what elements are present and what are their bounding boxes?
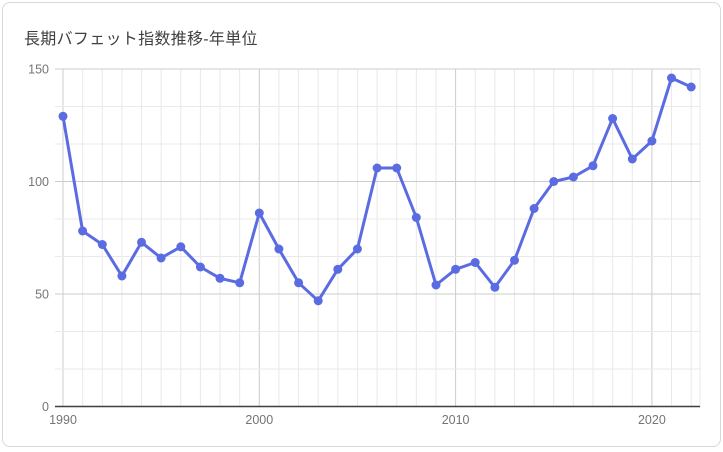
chart-card: 長期バフェット指数推移-年単位 0 50 100 150 1990 2000 2010 202… xyxy=(2,2,721,447)
data-point-1999 xyxy=(235,278,245,288)
x-tick-label-2020: 2020 xyxy=(638,413,666,427)
x-tick-label-1990: 1990 xyxy=(49,413,77,427)
data-point-1995 xyxy=(156,253,166,263)
data-point-2022 xyxy=(686,82,696,92)
y-tick-label-50: 50 xyxy=(35,288,49,302)
data-point-1994 xyxy=(137,237,146,247)
y-tick-label-150: 150 xyxy=(28,63,49,77)
data-point-2020 xyxy=(647,136,657,146)
data-point-2019 xyxy=(627,154,637,164)
data-point-2000 xyxy=(254,208,264,218)
data-point-2016 xyxy=(568,172,578,182)
data-point-2013 xyxy=(510,255,519,265)
data-point-2001 xyxy=(274,244,284,254)
chart-title: 長期バフェット指数推移-年単位 xyxy=(24,31,258,48)
data-point-2015 xyxy=(549,177,559,186)
data-point-1998 xyxy=(215,273,225,283)
data-point-2006 xyxy=(372,163,382,173)
data-point-2014 xyxy=(529,204,539,213)
data-point-2011 xyxy=(470,258,480,267)
data-point-1996 xyxy=(176,242,186,252)
x-tick-label-2010: 2010 xyxy=(442,413,470,427)
data-point-2018 xyxy=(608,114,618,123)
data-point-1997 xyxy=(195,262,205,272)
data-point-1992 xyxy=(97,240,107,249)
data-point-2005 xyxy=(352,244,362,254)
y-tick-label-0: 0 xyxy=(42,400,49,414)
data-point-2021 xyxy=(667,73,676,83)
data-point-2017 xyxy=(588,161,598,171)
data-point-2002 xyxy=(294,278,304,288)
y-tick-label-100: 100 xyxy=(28,175,49,189)
data-point-2003 xyxy=(313,296,323,306)
data-point-2010 xyxy=(451,264,461,274)
line-chart: 0 50 100 150 1990 2000 2010 2020 xyxy=(28,63,701,427)
data-point-2009 xyxy=(431,280,441,290)
data-point-1990 xyxy=(58,111,68,121)
data-point-2012 xyxy=(490,282,500,292)
data-point-2004 xyxy=(333,264,343,274)
data-point-2007 xyxy=(392,163,402,173)
data-point-2008 xyxy=(411,213,421,222)
data-point-1993 xyxy=(117,271,127,281)
data-point-1991 xyxy=(78,226,88,236)
x-tick-label-2000: 2000 xyxy=(245,413,273,427)
